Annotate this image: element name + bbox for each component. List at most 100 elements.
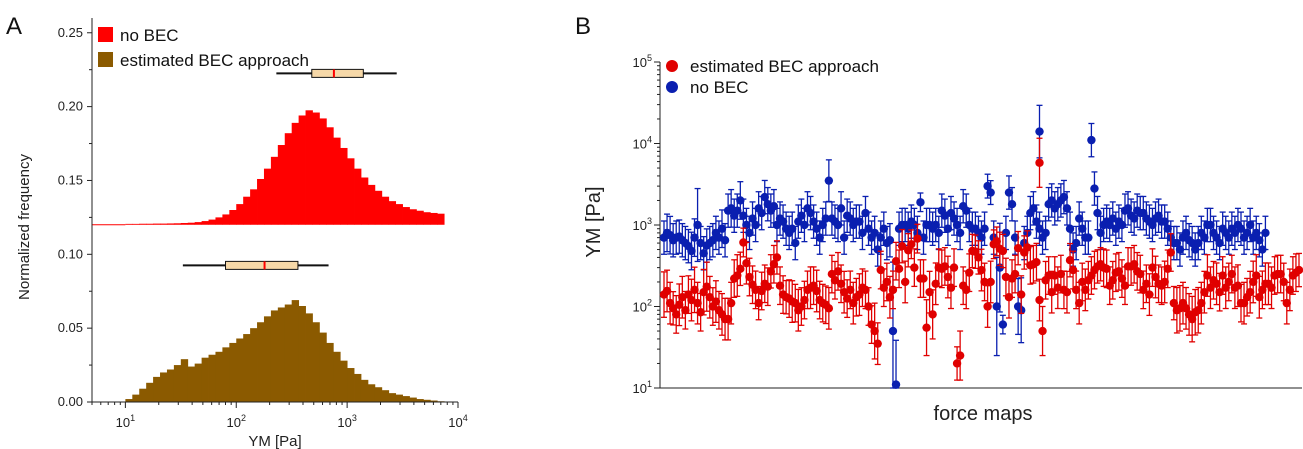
hist-bar — [416, 399, 424, 402]
hist-bar — [208, 219, 216, 225]
point-estimated-bec — [662, 286, 672, 296]
point-estimated-bec — [873, 339, 882, 348]
hist-bar — [430, 400, 438, 402]
point-no-bec — [1206, 220, 1215, 230]
point-estimated-bec — [1062, 287, 1072, 297]
point-estimated-bec — [1255, 293, 1264, 302]
hist-bar — [229, 210, 237, 225]
point-estimated-bec — [1194, 306, 1203, 315]
y-tick-label: 0.15 — [58, 172, 83, 187]
hist-bar — [139, 223, 147, 225]
hist-bar — [250, 328, 258, 402]
point-estimated-bec — [763, 282, 772, 291]
legend-label-b-no-bec: no BEC — [690, 78, 749, 97]
point-no-bec — [885, 236, 895, 245]
panel-b-legend: estimated BEC approach no BEC — [666, 57, 879, 97]
point-no-bec — [1010, 233, 1020, 242]
point-no-bec — [1096, 228, 1105, 238]
hist-bar — [160, 372, 168, 402]
point-estimated-bec — [723, 314, 733, 324]
panel-b-xlabel: force maps — [934, 403, 1033, 425]
point-no-bec — [1087, 135, 1096, 145]
point-estimated-bec — [1142, 279, 1151, 288]
hist-bar — [243, 196, 251, 225]
point-no-bec — [1032, 217, 1041, 226]
hist-bar — [402, 207, 410, 225]
hist-bar — [132, 394, 140, 402]
point-estimated-bec — [955, 351, 965, 360]
hist-bar — [250, 189, 258, 225]
point-estimated-bec — [1233, 281, 1243, 290]
point-estimated-bec — [1056, 269, 1066, 279]
point-estimated-bec — [1267, 283, 1276, 292]
point-estimated-bec — [900, 277, 910, 287]
point-no-bec — [824, 176, 834, 185]
legend-swatch-estimated-bec — [98, 52, 113, 67]
point-no-bec — [986, 188, 995, 197]
hist-bar — [347, 158, 355, 225]
point-no-bec — [1123, 204, 1133, 213]
point-estimated-bec — [736, 264, 745, 274]
point-no-bec — [864, 224, 873, 233]
point-estimated-bec — [1032, 257, 1041, 267]
point-estimated-bec — [1120, 281, 1130, 290]
hist-bar — [229, 342, 237, 402]
point-estimated-bec — [910, 263, 919, 272]
hist-bar — [423, 399, 431, 402]
point-no-bec — [1252, 228, 1261, 238]
point-estimated-bec — [894, 264, 904, 274]
point-estimated-bec — [928, 310, 937, 319]
point-estimated-bec — [797, 302, 806, 311]
point-estimated-bec — [1004, 293, 1014, 302]
hist-bar — [194, 222, 203, 225]
hist-bar — [173, 365, 182, 402]
boxplot-box — [225, 260, 299, 270]
point-estimated-bec — [675, 300, 684, 309]
point-no-bec — [821, 214, 831, 223]
point-estimated-bec — [888, 285, 898, 295]
point-no-bec — [934, 228, 943, 238]
y-tick-label: 0.25 — [58, 25, 83, 40]
hist-bar — [381, 196, 390, 225]
hist-bar — [201, 357, 209, 402]
point-estimated-bec — [855, 290, 864, 299]
legend-marker-estimated-bec — [666, 60, 678, 72]
point-estimated-bec — [836, 279, 846, 288]
point-no-bec — [1111, 224, 1121, 233]
point-no-bec — [1172, 238, 1182, 248]
panel-a: A 0.00 0.05 0.10 0.15 0.20 0.25 101 102 103 104 n… — [6, 13, 468, 449]
hist-bar — [354, 373, 362, 402]
point-estimated-bec — [1285, 285, 1295, 295]
hist-bar — [277, 145, 286, 225]
hist-bar — [430, 212, 438, 225]
hist-bar — [416, 210, 424, 225]
point-estimated-bec — [1187, 314, 1197, 324]
point-no-bec — [980, 224, 989, 233]
hist-bar — [160, 223, 168, 225]
scatter-points — [659, 104, 1303, 389]
panel-a-legend: no BEC estimated BEC approach — [98, 26, 309, 70]
point-no-bec — [797, 211, 806, 220]
point-no-bec — [1062, 204, 1072, 213]
hist-bar — [374, 190, 383, 225]
point-no-bec — [949, 214, 959, 223]
point-no-bec — [992, 302, 1001, 311]
point-no-bec — [818, 220, 827, 230]
point-estimated-bec — [870, 326, 879, 336]
hist-bar — [236, 204, 244, 225]
point-no-bec — [955, 228, 965, 238]
hist-bar — [388, 393, 397, 402]
panel-b-axes: 101 102 103 104 105 — [633, 53, 1302, 396]
hist-bar — [187, 366, 196, 402]
point-estimated-bec — [1282, 298, 1291, 308]
hist-bar — [402, 396, 410, 402]
point-no-bec — [806, 208, 815, 218]
point-no-bec — [699, 249, 708, 258]
boxplot-box — [311, 68, 364, 78]
hist-bar — [263, 168, 272, 225]
point-estimated-bec — [907, 240, 916, 249]
point-estimated-bec — [876, 265, 885, 275]
hist-bar — [305, 110, 313, 225]
point-no-bec — [1074, 214, 1084, 223]
b-y-tick-label: 103 — [633, 216, 652, 233]
